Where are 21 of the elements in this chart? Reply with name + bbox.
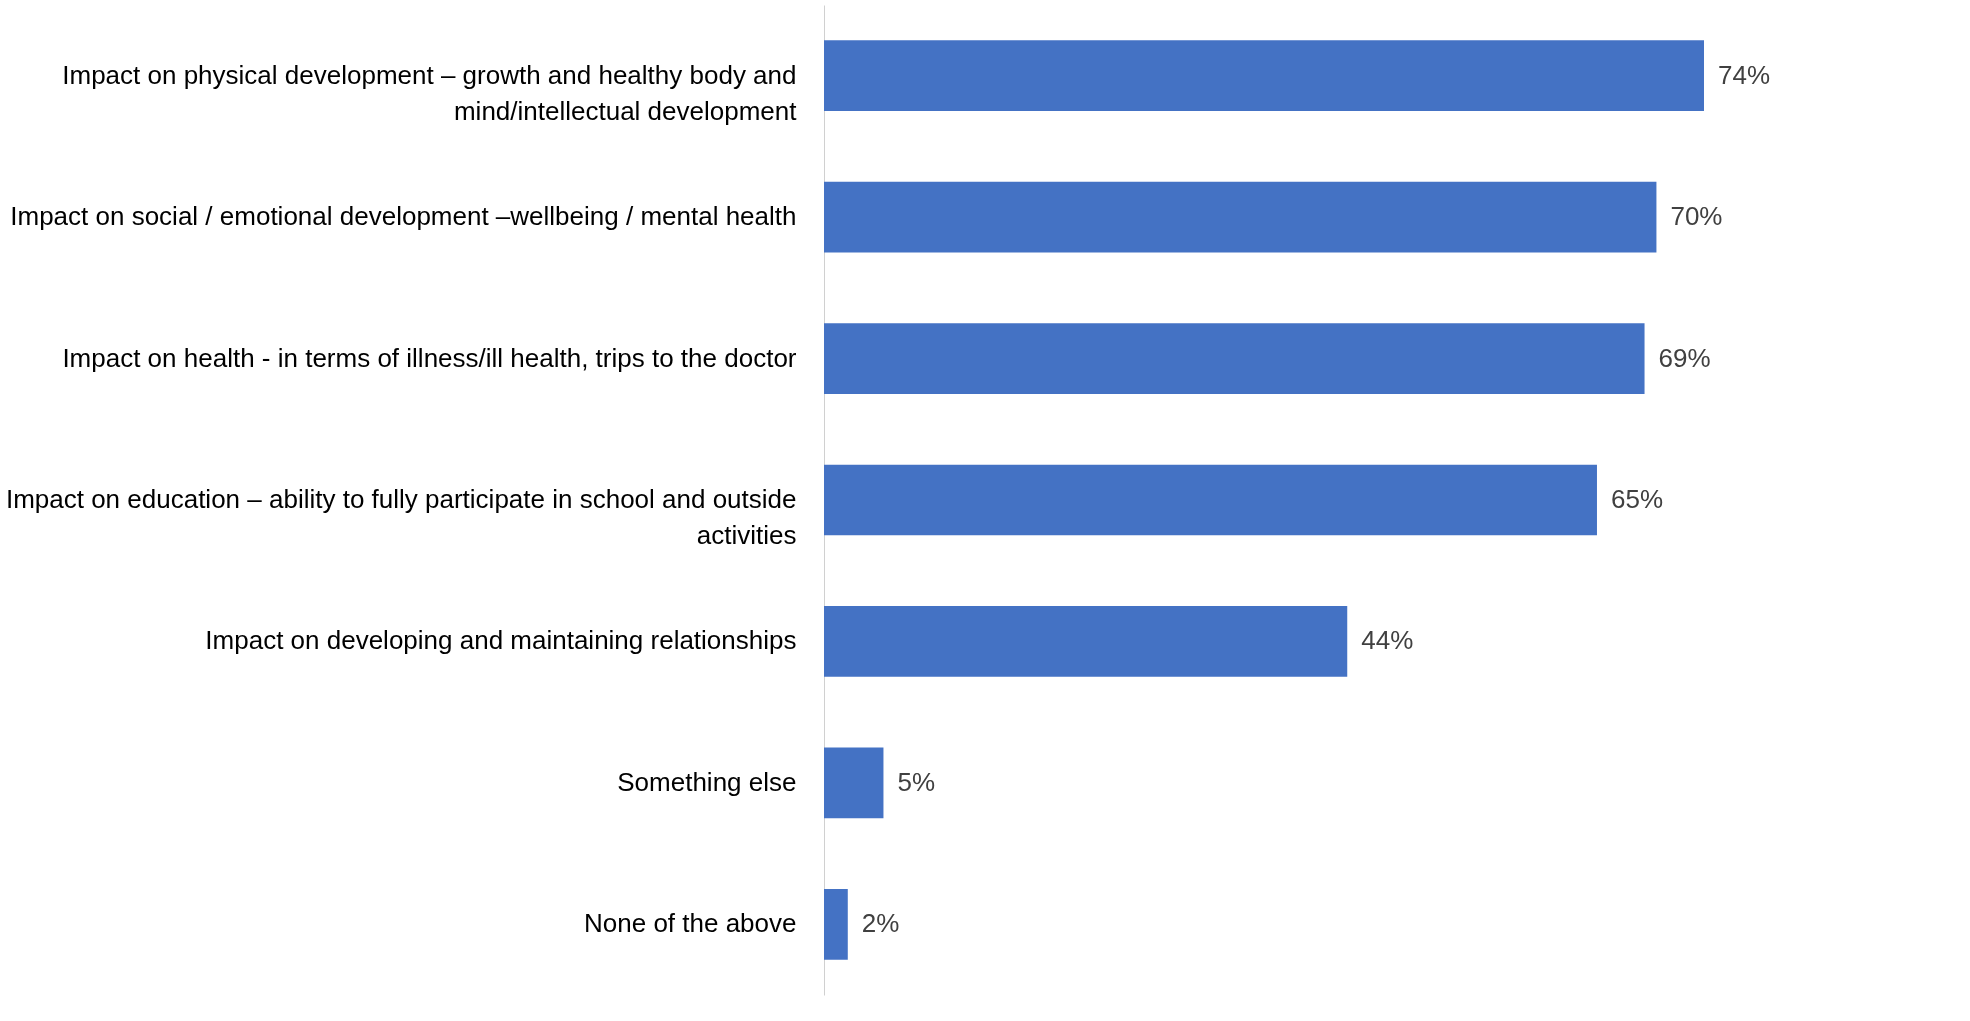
bar xyxy=(824,181,1657,253)
bar xyxy=(824,606,1348,677)
y-tick-label: None of the above xyxy=(584,908,797,939)
data-label: 70% xyxy=(1670,201,1723,232)
data-label: 5% xyxy=(897,766,936,797)
data-label: 69% xyxy=(1658,342,1711,373)
y-tick-label: Impact on physical development – growth and healthy body and mind/intellectual development xyxy=(62,59,798,126)
y-tick-label: Impact on health - in terms of illness/ill health, trips to the doctor xyxy=(62,342,797,373)
y-tick-label: Impact on social / emotional development –wellbeing / mental health xyxy=(10,201,797,232)
bar xyxy=(824,464,1597,536)
bar xyxy=(824,747,884,819)
y-tick-label: Something else xyxy=(617,766,797,797)
y-tick-label: Impact on developing and maintaining relationships xyxy=(205,625,797,656)
bar xyxy=(824,888,848,960)
bar xyxy=(824,323,1645,394)
data-label: 44% xyxy=(1361,625,1414,656)
bar xyxy=(824,40,1704,112)
data-label: 2% xyxy=(861,908,900,939)
data-label: 74% xyxy=(1718,59,1771,90)
y-tick-label: Impact on education – ability to fully participate in school and outside activities xyxy=(5,484,797,550)
data-label: 65% xyxy=(1610,484,1664,514)
